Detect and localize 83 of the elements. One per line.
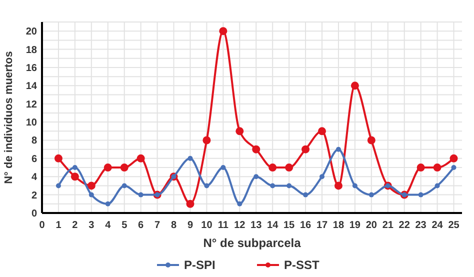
y-tick-label: 10 [26,118,38,129]
point [367,136,376,144]
point [285,164,294,172]
point [434,183,440,188]
point [334,182,342,190]
x-tick-label: 7 [154,220,161,231]
point [87,182,96,190]
y-tick-label: 14 [26,81,38,92]
point [72,165,78,170]
y-tick-label: 18 [26,44,38,56]
x-tick-label: 6 [138,220,144,231]
x-tick-label: 14 [267,220,279,231]
legend-label: P-SST [284,258,320,272]
point [54,154,62,162]
point [416,164,425,172]
point [186,200,194,208]
point [320,174,324,180]
point [204,183,210,188]
point [70,172,79,181]
point [237,201,242,206]
x-tick-label: 12 [234,220,246,231]
x-tick-label: 21 [382,220,394,231]
x-tick-label: 4 [105,220,112,231]
point [188,156,193,161]
x-tick-label: 11 [218,220,229,231]
point [105,201,110,206]
y-tick-label: 0 [31,208,38,220]
point [302,145,310,154]
point [136,154,145,162]
y-tick-label: 12 [26,99,38,110]
point [220,165,226,170]
point [286,183,292,188]
point [202,136,211,144]
point [219,27,228,36]
y-tick-label: 4 [31,172,38,184]
point [318,127,326,136]
point [252,145,260,154]
x-tick-label: 10 [201,220,213,231]
x-tick-label: 13 [250,220,262,231]
x-tick-label: 20 [366,220,378,231]
x-tick-label: 15 [283,220,296,231]
x-tick-label: 24 [432,220,444,231]
x-tick-label: 9 [187,220,194,231]
x-tick-label: 3 [88,220,95,231]
x-tick-label: 22 [398,220,410,231]
x-tick-label: 2 [72,220,78,231]
point [122,183,127,188]
x-tick-label: 17 [316,220,328,231]
point [56,183,61,188]
point [268,164,277,172]
point [104,164,112,172]
y-tick-label: 16 [26,62,38,74]
x-tick-label: 23 [415,220,427,231]
point [120,164,128,172]
point [450,154,458,162]
x-tick-label: 25 [448,220,460,231]
x-tick-label: 5 [122,220,128,231]
point [138,192,144,198]
x-tick-label: 18 [332,220,344,231]
point [88,192,94,198]
point [451,165,456,170]
point [336,146,341,152]
point [303,192,308,198]
point [254,174,259,180]
point [270,183,276,188]
y-tick-label: 20 [26,26,38,38]
x-axis-title: N° de subparcela [203,236,302,250]
point [352,183,358,188]
point [236,127,244,136]
y-tick-label: 8 [31,136,38,147]
point [368,192,374,198]
x-tick-label: 0 [39,220,46,231]
point [418,192,424,198]
point [350,82,359,90]
y-tick-label: 6 [31,154,38,165]
x-tick-label: 16 [300,220,312,231]
x-tick-label: 1 [56,220,62,231]
legend-label: P-SPI [184,258,216,272]
x-tick-label: 19 [349,220,361,231]
y-tick-label: 2 [31,190,38,202]
y-axis-title: N° de individuos muertos [3,51,15,184]
x-tick-label: 8 [170,220,177,231]
point [433,164,442,172]
